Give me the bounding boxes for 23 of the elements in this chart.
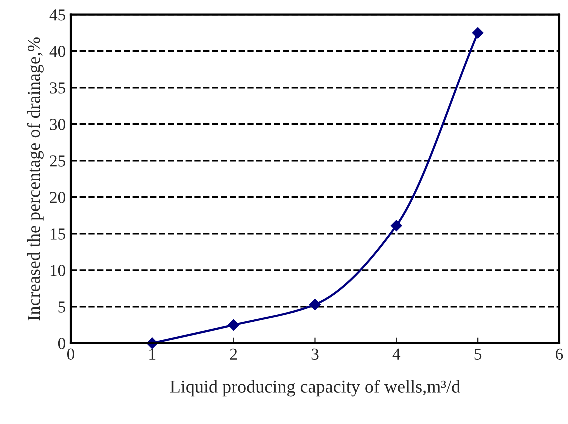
point	[472, 27, 484, 39]
x-tick-label: 5	[474, 348, 482, 360]
point	[310, 299, 321, 310]
x-axis-title: Liquid producing capacity of wells,m³/d	[170, 380, 460, 397]
y-tick-label: 45	[50, 10, 66, 21]
y-tick-label: 10	[50, 265, 66, 276]
point	[391, 220, 402, 232]
x-tick-label: 0	[67, 348, 75, 360]
point	[228, 320, 240, 331]
x-tick-label: 3	[312, 348, 319, 360]
y-tick-label: 0	[58, 338, 66, 350]
y-tick-label: 20	[50, 192, 66, 204]
y-tick-label: 35	[50, 82, 66, 94]
y-tick-label: 25	[50, 156, 66, 167]
x-tick-label: 2	[230, 348, 238, 360]
y-tick-label: 5	[58, 302, 66, 313]
y-tick-label: 30	[50, 119, 66, 130]
y-axis-title: Increased the percentage of drainage,%	[27, 38, 44, 321]
y-tick-label: 15	[50, 228, 66, 240]
x-tick-label: 4	[392, 348, 401, 360]
y-tick-label: 40	[50, 46, 66, 58]
x-tick-label: 6	[556, 348, 564, 360]
x-tick-label: 1	[150, 348, 156, 360]
